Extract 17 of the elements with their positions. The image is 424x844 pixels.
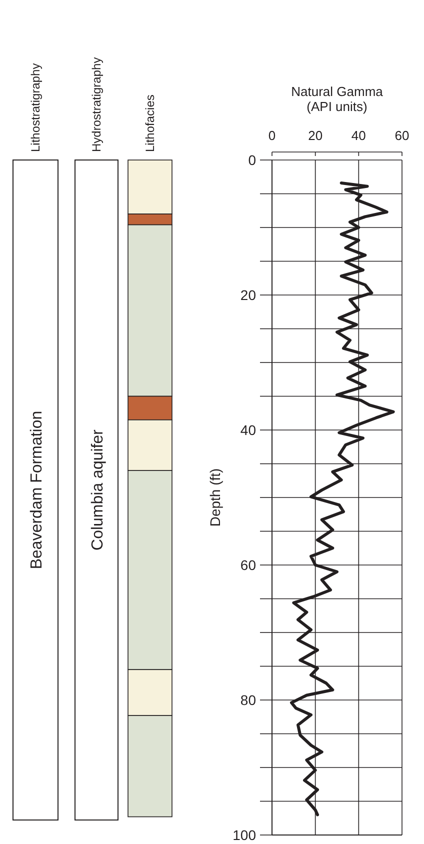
text: Hydrostratigraphy [90, 57, 104, 152]
y-tick-label: 100 [232, 826, 256, 843]
y-tick-label: 0 [248, 152, 256, 168]
y-tick-label: 60 [240, 556, 256, 573]
text: Beaverdam Formation [28, 410, 46, 570]
x-axis-title: Natural Gamma (API units) [291, 84, 384, 114]
x-tick-label: 0 [268, 128, 276, 143]
y-axis-title: Depth (ft) [207, 468, 223, 527]
y-tick-label: 40 [240, 422, 256, 438]
x-tick-label: 40 [351, 128, 366, 143]
x-tick-label: 20 [308, 128, 323, 143]
y-tick-label: 80 [240, 692, 256, 708]
text: Lithostratigraphy [28, 63, 42, 152]
x-tick-label: 60 [394, 128, 410, 143]
text: Columbia aquifer [90, 428, 106, 550]
x-tick-label: Lithofacies [143, 94, 157, 152]
y-tick-label: 20 [240, 286, 256, 303]
